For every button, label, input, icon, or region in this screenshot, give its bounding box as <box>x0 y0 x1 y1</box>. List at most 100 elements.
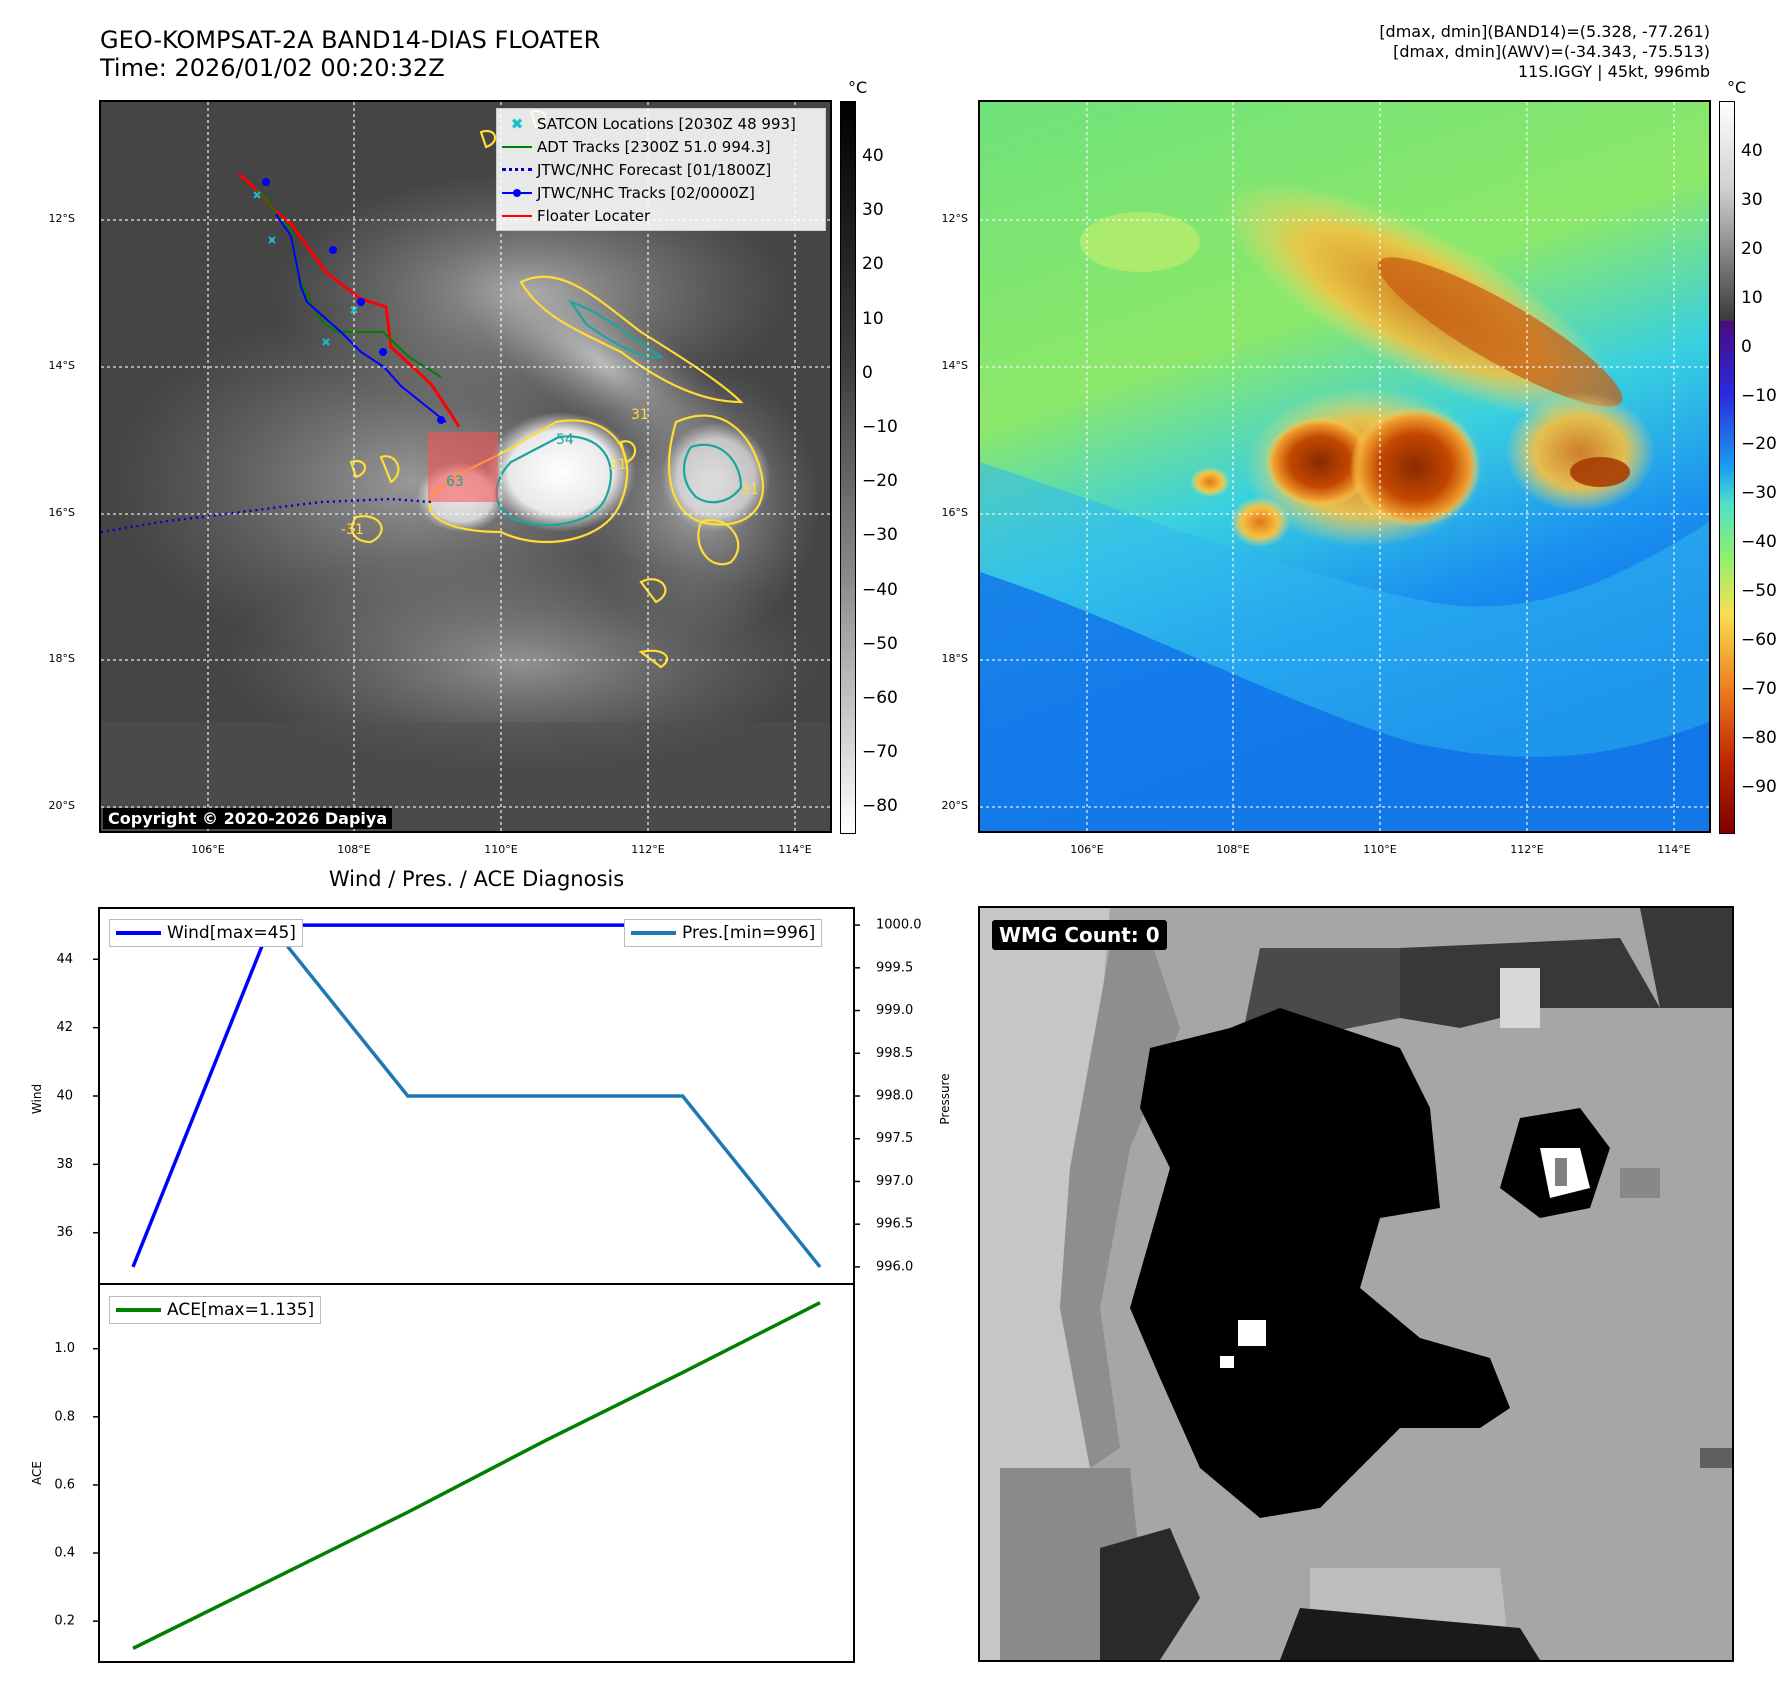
right-colorbar-tick: −30 <box>1741 483 1777 504</box>
bottom-axes-frame <box>98 1283 855 1663</box>
contour-label-3: 31 <box>741 482 759 498</box>
pressure-series-line <box>133 923 822 1269</box>
floater-line-icon <box>497 214 537 217</box>
right-colorbar-tick: −20 <box>1741 434 1777 455</box>
pres-tick-label: 998.0 <box>876 1089 913 1104</box>
pres-tick-label: 998.5 <box>876 1046 913 1061</box>
pres-line-icon <box>631 931 676 935</box>
right-lon-110e: 110°E <box>1363 843 1397 856</box>
top-axes-frame <box>98 907 855 1285</box>
left-lon-112e: 112°E <box>631 843 665 856</box>
legend-forecast: JTWC/NHC Forecast [01/1800Z] <box>497 158 825 181</box>
left-lat-16s: 16°S <box>48 506 75 519</box>
wind-axis-label: Wind <box>30 1083 44 1115</box>
legend-satcon-label: SATCON Locations [2030Z 48 993] <box>537 114 796 133</box>
wind-series-line <box>131 923 820 1268</box>
left-lat-14s: 14°S <box>48 359 75 372</box>
wmg-image <box>980 908 1732 1660</box>
left-lat-18s: 18°S <box>48 652 75 665</box>
right-colorbar-tick: −60 <box>1741 630 1777 650</box>
left-lon-106e: 106°E <box>191 843 225 856</box>
left-lon-114e: 114°E <box>778 843 812 856</box>
right-colorbar-tick: 40 <box>1741 141 1763 161</box>
pres-tick-label: 999.0 <box>876 1003 913 1018</box>
left-colorbar-tick: −30 <box>862 525 898 546</box>
right-lon-112e: 112°E <box>1510 843 1544 856</box>
contour-label-6: -31 <box>341 522 364 538</box>
left-colorbar-tick: 30 <box>862 200 884 221</box>
left-colorbar-tick: −80 <box>862 796 898 817</box>
right-lat-14s: 14°S <box>941 359 968 372</box>
pres-tick-label: 996.0 <box>876 1259 913 1274</box>
right-lon-108e: 108°E <box>1216 843 1250 856</box>
legend-adt-label: ADT Tracks [2300Z 51.0 994.3] <box>537 137 771 156</box>
right-lat-20s: 20°S <box>941 799 968 812</box>
ace-series-line <box>132 1301 821 1650</box>
right-lat-12s: 12°S <box>941 212 968 225</box>
contour-label-5: 63 <box>446 474 464 490</box>
left-colorbar-tick: 20 <box>862 254 884 275</box>
title-satellite: GEO-KOMPSAT-2A BAND14-DIAS FLOATER <box>100 26 601 54</box>
pres-legend-label: Pres.[min=996] <box>682 923 816 943</box>
ace-line-icon <box>116 1308 161 1312</box>
right-colorbar-tick: 10 <box>1741 287 1763 308</box>
pres-tick-label: 997.0 <box>876 1174 913 1189</box>
wind-tick-label: 44 <box>56 952 73 967</box>
wind-legend-label: Wind[max=45] <box>167 923 296 943</box>
wmg-panel: WMG Count: 0 <box>978 906 1734 1662</box>
color-map-panel <box>978 100 1711 833</box>
wind-legend: Wind[max=45] <box>109 919 303 947</box>
legend-floater-label: Floater Locater <box>537 206 651 225</box>
pres-tick-label: 999.5 <box>876 960 913 975</box>
pres-legend: Pres.[min=996] <box>624 919 823 947</box>
legend-jtwc-tracks-label: JTWC/NHC Tracks [02/0000Z] <box>537 183 755 202</box>
ace-legend-label: ACE[max=1.135] <box>167 1300 315 1320</box>
left-colorbar-unit: °C <box>848 78 868 97</box>
right-lon-114e: 114°E <box>1657 843 1691 856</box>
diagnosis-title: Wind / Pres. / ACE Diagnosis <box>328 867 625 891</box>
right-lat-18s: 18°S <box>941 652 968 665</box>
ace-tick-label: 0.6 <box>54 1477 75 1492</box>
legend-adt: ADT Tracks [2300Z 51.0 994.3] <box>497 135 825 158</box>
copyright-badge: Copyright © 2020-2026 Dapiya <box>103 808 393 829</box>
left-colorbar-tick: 0 <box>862 362 873 383</box>
ace-legend: ACE[max=1.135] <box>109 1296 322 1324</box>
left-colorbar <box>840 101 856 834</box>
wind-tick-label: 38 <box>56 1157 73 1172</box>
right-lon-106e: 106°E <box>1070 843 1104 856</box>
left-colorbar-tick: −50 <box>862 633 898 654</box>
legend-satcon: ✖ SATCON Locations [2030Z 48 993] <box>497 112 825 135</box>
band14-range: [dmax, dmin](BAND14)=(5.328, -77.261) <box>1379 22 1710 41</box>
storm-info: [dmax, dmin](BAND14)=(5.328, -77.261) [d… <box>1379 22 1710 82</box>
right-colorbar-tick: −90 <box>1741 776 1777 797</box>
left-colorbar-tick: 40 <box>862 146 884 166</box>
wind-line-icon <box>116 931 161 935</box>
wmg-count-badge: WMG Count: 0 <box>992 920 1167 950</box>
left-lat-12s: 12°S <box>48 212 75 225</box>
storm-name-intensity: 11S.IGGY | 45kt, 996mb <box>1517 62 1710 81</box>
left-colorbar-tick: −70 <box>862 742 898 763</box>
pres-axis-label: Pressure <box>938 1073 952 1125</box>
wind-tick-label: 42 <box>56 1020 73 1035</box>
contour-label-4: 31 <box>631 407 649 423</box>
legend-forecast-label: JTWC/NHC Forecast [01/1800Z] <box>537 160 772 179</box>
wind-tick-label: 36 <box>56 1225 73 1240</box>
right-colorbar-unit: °C <box>1727 78 1747 97</box>
left-lon-108e: 108°E <box>337 843 371 856</box>
map-legend: ✖ SATCON Locations [2030Z 48 993] ADT Tr… <box>496 108 826 231</box>
right-colorbar-tick: −40 <box>1741 532 1777 553</box>
wind-tick-label: 40 <box>56 1089 73 1104</box>
adt-line-icon <box>497 145 537 148</box>
legend-floater: Floater Locater <box>497 204 825 227</box>
right-colorbar-tick: 30 <box>1741 189 1763 210</box>
figure-title: GEO-KOMPSAT-2A BAND14-DIAS FLOATER Time:… <box>100 26 600 82</box>
left-lon-110e: 110°E <box>484 843 518 856</box>
ace-tick-label: 1.0 <box>54 1341 75 1356</box>
satcon-x-icon: ✖ <box>510 114 524 133</box>
left-colorbar-tick: −40 <box>862 579 898 600</box>
ace-tick-label: 0.2 <box>54 1614 75 1629</box>
contour-label-1: 54 <box>556 432 574 448</box>
right-colorbar-tick: −70 <box>1741 678 1777 699</box>
left-lat-20s: 20°S <box>48 799 75 812</box>
ace-axis-label: ACE <box>30 1461 44 1485</box>
